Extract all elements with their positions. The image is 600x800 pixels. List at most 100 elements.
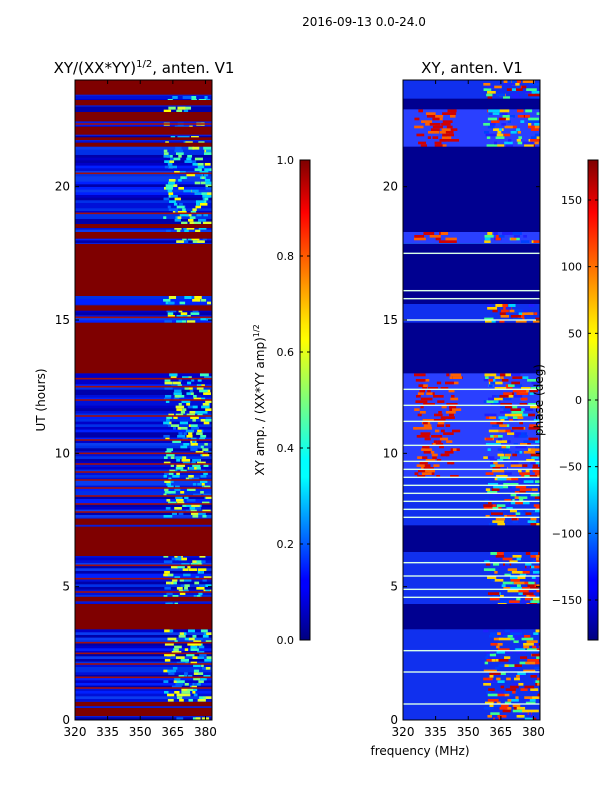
right-heatmap-cell	[502, 581, 515, 585]
right-heatmap-cell	[403, 688, 540, 691]
left-heatmap-cell	[188, 629, 195, 633]
right-heatmap-cell	[536, 648, 540, 651]
left-heatmap-cell	[171, 384, 178, 387]
left-heatmap-cell	[175, 498, 184, 502]
right-heatmap-cell	[500, 418, 505, 422]
right-heatmap-cell	[517, 130, 522, 134]
right-heatmap-cell	[403, 506, 540, 510]
left-heatmap-cell	[164, 690, 169, 694]
right-heatmap-cell	[512, 690, 516, 694]
left-heatmap-cell	[179, 421, 188, 425]
left-heatmap-cell	[165, 400, 170, 403]
right-heatmap-cell	[520, 634, 531, 638]
right-heatmap-cell	[536, 112, 540, 115]
right-heatmap-cell	[488, 498, 495, 502]
left-heatmap-cell	[75, 384, 212, 387]
right-heatmap-cell	[403, 373, 540, 377]
left-heatmap-cell	[194, 192, 204, 195]
right-heatmap-cell	[432, 136, 439, 139]
left-saturated-band	[75, 142, 212, 147]
right-heatmap-cell	[525, 562, 532, 566]
left-x-tick-label: 365	[161, 725, 184, 739]
left-heatmap-cell	[75, 661, 212, 665]
right-heatmap-cell	[536, 584, 540, 587]
right-heatmap-cell	[509, 482, 519, 486]
left-heatmap-cell	[174, 640, 178, 643]
left-title-exp: 1/2	[136, 59, 152, 70]
right-x-tick-label: 335	[424, 725, 447, 739]
left-heatmap-cell	[196, 432, 203, 435]
right-heatmap-cell	[520, 512, 526, 515]
left-heatmap-cell	[176, 240, 184, 243]
right-heatmap-cell	[519, 661, 530, 665]
right-heatmap-cell	[508, 600, 520, 603]
right-heatmap-cell	[496, 645, 500, 649]
right-heatmap-cell	[403, 600, 540, 603]
left-heatmap-cell	[174, 645, 182, 649]
right-heatmap-cell	[490, 421, 500, 425]
left-heatmap-cell	[167, 693, 175, 697]
right-heatmap-cell	[494, 717, 499, 720]
right-white-line	[403, 476, 540, 479]
left-heatmap-cell	[176, 680, 185, 683]
left-heatmap-cell	[181, 690, 191, 694]
right-heatmap-cell	[485, 650, 494, 654]
right-heatmap-cell	[511, 410, 524, 414]
left-heatmap-cell	[200, 181, 207, 185]
left-heatmap-cell	[193, 640, 202, 643]
left-heatmap-cell	[164, 160, 170, 163]
left-heatmap-cell	[178, 501, 185, 505]
right-heatmap-cell	[496, 421, 503, 425]
right-heatmap-cell	[425, 445, 430, 449]
amplitude-colorbar-tick-label: 1.0	[277, 154, 295, 167]
right-heatmap-cell	[403, 490, 540, 494]
left-heatmap-cell	[75, 298, 212, 302]
left-heatmap-cell	[191, 378, 195, 382]
right-white-line	[403, 596, 540, 599]
left-heatmap-cell	[177, 434, 186, 438]
right-heatmap-cell	[499, 424, 507, 427]
left-heatmap-cell	[192, 690, 196, 694]
right-heatmap-cell	[435, 114, 444, 118]
right-heatmap-cell	[504, 573, 511, 577]
right-heatmap-cell	[524, 696, 533, 699]
right-heatmap-cell	[442, 120, 453, 123]
left-heatmap-cell	[193, 682, 198, 686]
right-heatmap-cell	[492, 128, 501, 131]
left-heatmap-cell	[195, 200, 205, 203]
left-heatmap-cell	[190, 392, 194, 395]
phase-colorbar-tick-label: −50	[559, 461, 582, 474]
right-panel-title: XY, anten. V1	[421, 59, 523, 77]
left-heatmap-cell	[168, 296, 177, 299]
left-heatmap-cell	[75, 301, 212, 305]
right-heatmap-cell	[510, 501, 519, 505]
right-heatmap-cell	[491, 658, 496, 662]
left-heatmap-cell	[181, 456, 187, 459]
right-heatmap-cell	[403, 402, 540, 406]
left-heatmap-cell	[184, 229, 189, 233]
left-heatmap-cell	[182, 589, 189, 593]
left-heatmap-cell	[178, 186, 184, 190]
right-heatmap-cell	[525, 109, 533, 113]
right-heatmap-cell	[505, 688, 516, 691]
right-heatmap-cell	[531, 573, 540, 577]
right-heatmap-cell	[532, 509, 540, 513]
right-heatmap-cell	[490, 461, 495, 465]
right-heatmap-cell	[495, 554, 505, 558]
left-y-tick-label: 5	[62, 580, 70, 594]
left-heatmap-cell	[195, 173, 202, 177]
right-heatmap-cell	[517, 576, 526, 579]
right-heatmap-cell	[530, 405, 540, 409]
right-heatmap-cell	[431, 450, 435, 454]
left-heatmap-cell	[75, 672, 212, 675]
left-heatmap-cell	[75, 586, 212, 590]
left-heatmap-cell	[167, 485, 174, 489]
left-heatmap-cell	[196, 586, 205, 590]
right-heatmap-cell	[512, 408, 522, 411]
left-heatmap-cell	[75, 378, 212, 382]
left-heatmap-cell	[182, 208, 186, 211]
left-heatmap-cell	[185, 509, 190, 513]
right-heatmap-cell	[504, 472, 512, 475]
right-heatmap-cell	[403, 712, 540, 715]
right-heatmap-cell	[510, 578, 520, 582]
